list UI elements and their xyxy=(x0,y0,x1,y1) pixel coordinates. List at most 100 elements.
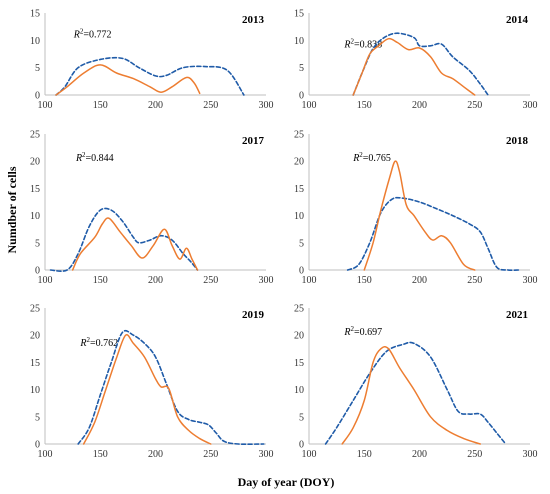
x-tick-label: 100 xyxy=(302,100,317,111)
y-tick-label: 15 xyxy=(294,184,304,195)
series-line-solid xyxy=(363,160,476,271)
r-squared-symbol: R xyxy=(75,153,82,164)
x-tick-label: 150 xyxy=(93,100,108,111)
y-axis-title: Numdber of cells xyxy=(5,166,19,253)
x-tick-label: 300 xyxy=(259,100,274,111)
r-squared-superscript: 2 xyxy=(86,336,90,344)
y-tick-label: 15 xyxy=(30,358,40,369)
r-squared-value: =0.697 xyxy=(354,327,382,338)
r-squared-superscript: 2 xyxy=(350,325,354,333)
y-tick-label: 10 xyxy=(294,36,304,47)
x-tick-label: 200 xyxy=(148,275,163,286)
y-tick-label: 25 xyxy=(30,130,40,141)
y-tick-label: 5 xyxy=(299,63,304,74)
series-line-solid xyxy=(82,333,212,445)
r-squared-value: =0.772 xyxy=(83,30,111,41)
r-squared-symbol: R xyxy=(343,327,350,338)
panel-year-label: 2014 xyxy=(506,14,529,26)
r-squared-superscript: 2 xyxy=(80,28,84,36)
x-tick-label: 200 xyxy=(412,449,427,460)
r-squared-value: =0.838 xyxy=(354,39,382,50)
r-squared-symbol: R xyxy=(343,39,350,50)
r-squared-value: =0.762 xyxy=(90,338,118,349)
y-tick-label: 10 xyxy=(30,211,40,222)
r-squared-superscript: 2 xyxy=(82,151,86,159)
y-tick-label: 5 xyxy=(299,238,304,249)
y-tick-label: 20 xyxy=(294,157,304,168)
panel-year-label: 2018 xyxy=(506,135,529,147)
y-tick-label: 0 xyxy=(299,266,304,277)
y-tick-label: 15 xyxy=(30,9,40,20)
x-tick-label: 100 xyxy=(38,449,53,460)
x-tick-label: 150 xyxy=(93,275,108,286)
r-squared-symbol: R xyxy=(352,153,359,164)
x-tick-label: 200 xyxy=(148,100,163,111)
y-tick-label: 5 xyxy=(35,238,40,249)
panel-year-label: 2021 xyxy=(506,309,528,321)
x-tick-label: 300 xyxy=(523,100,538,111)
r-squared-symbol: R xyxy=(73,30,80,41)
y-tick-label: 5 xyxy=(35,412,40,423)
panel-year-label: 2019 xyxy=(242,309,265,321)
r-squared-label: R2=0.697 xyxy=(343,325,382,338)
x-tick-label: 100 xyxy=(38,275,53,286)
x-tick-label: 200 xyxy=(412,275,427,286)
r-squared-value: =0.844 xyxy=(86,153,114,164)
series-line-dashed xyxy=(352,32,489,96)
x-tick-label: 150 xyxy=(357,449,372,460)
y-tick-label: 0 xyxy=(35,440,40,451)
x-tick-label: 250 xyxy=(203,449,218,460)
chart-panel-2019: 0 5 10 15 20 25 100 150 200 250 300 2019 R2=0.762 xyxy=(30,304,274,461)
y-tick-label: 0 xyxy=(35,91,40,102)
r-squared-superscript: 2 xyxy=(350,37,354,45)
y-tick-label: 25 xyxy=(30,304,40,315)
chart-panel-2014: 0 5 10 15 100 150 200 250 300 2014 R2=0.838 xyxy=(294,9,538,112)
x-tick-label: 200 xyxy=(412,100,427,111)
x-tick-label: 150 xyxy=(93,449,108,460)
series-line-solid xyxy=(71,217,199,271)
x-tick-label: 300 xyxy=(259,275,274,286)
x-tick-label: 250 xyxy=(203,275,218,286)
y-tick-label: 10 xyxy=(30,36,40,47)
r-squared-label: R2=0.765 xyxy=(352,151,391,164)
series-line-solid xyxy=(352,37,476,96)
y-tick-label: 15 xyxy=(30,184,40,195)
panel-year-label: 2013 xyxy=(242,14,265,26)
chart-panel-2017: 0 5 10 15 20 25 100 150 200 250 300 2017 R2=0.844 xyxy=(30,130,274,287)
y-tick-label: 5 xyxy=(35,63,40,74)
y-tick-label: 25 xyxy=(294,130,304,141)
y-tick-label: 0 xyxy=(35,266,40,277)
r-squared-label: R2=0.838 xyxy=(343,37,382,50)
y-tick-label: 10 xyxy=(294,385,304,396)
series-line-dashed xyxy=(77,329,265,445)
series-line-dashed xyxy=(324,341,507,445)
series-line-solid xyxy=(55,64,201,96)
y-tick-label: 0 xyxy=(299,91,304,102)
panel-year-label: 2017 xyxy=(242,135,265,147)
y-tick-label: 15 xyxy=(294,358,304,369)
x-tick-label: 100 xyxy=(302,449,317,460)
x-tick-label: 100 xyxy=(302,275,317,286)
r-squared-value: =0.765 xyxy=(363,153,391,164)
x-tick-label: 150 xyxy=(357,100,372,111)
x-tick-label: 250 xyxy=(467,449,482,460)
series-line-dashed xyxy=(55,56,245,96)
x-tick-label: 300 xyxy=(523,449,538,460)
x-tick-label: 250 xyxy=(203,100,218,111)
r-squared-label: R2=0.762 xyxy=(79,336,118,349)
y-tick-label: 25 xyxy=(294,304,304,315)
chart-panel-2018: 0 5 10 15 20 25 100 150 200 250 300 2018 R2=0.765 xyxy=(294,130,538,287)
x-tick-label: 150 xyxy=(357,275,372,286)
y-tick-label: 15 xyxy=(294,9,304,20)
x-tick-label: 100 xyxy=(38,100,53,111)
x-tick-label: 250 xyxy=(467,275,482,286)
r-squared-label: R2=0.844 xyxy=(75,151,114,164)
series-line-dashed xyxy=(49,207,199,272)
series-line-solid xyxy=(341,346,482,445)
r-squared-symbol: R xyxy=(79,338,86,349)
x-axis-title: Day of year (DOY) xyxy=(238,475,335,489)
y-tick-label: 20 xyxy=(30,157,40,168)
chart-panel-2021: 0 5 10 15 20 25 100 150 200 250 300 2021 R2=0.697 xyxy=(294,304,538,461)
